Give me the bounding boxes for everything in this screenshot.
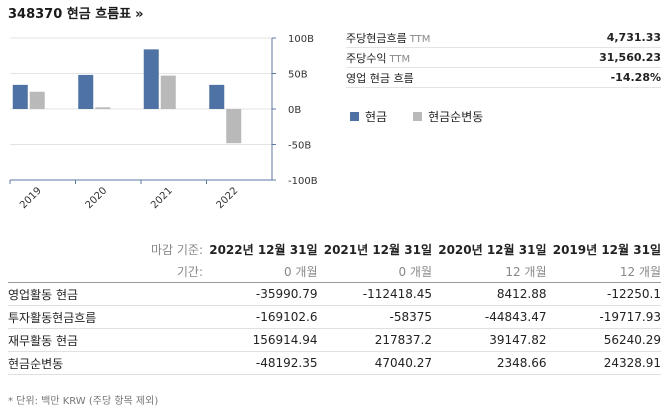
y-tick-label: 100B: [288, 34, 314, 45]
stat-label: 주당수익 TTM: [346, 50, 410, 66]
stat-value: 4,731.33: [606, 31, 661, 44]
period-row: 기간: 0 개월 0 개월 12 개월 12 개월: [8, 260, 661, 283]
column-header: 2021년 12월 31일: [323, 242, 432, 257]
stat-label-text: 주당수익: [346, 51, 387, 65]
bar-cash: [12, 84, 28, 109]
stat-label-text: 주당현금흐름: [346, 31, 407, 45]
stat-row-operating-cash-flow: 영업 현금 흐름 -14.28%: [346, 68, 661, 88]
chart-legend: 현금 현금순변동: [350, 108, 509, 125]
column-header: 2020년 12월 31일: [438, 242, 547, 257]
legend-item-net-change: 현금순변동: [413, 108, 483, 125]
period-cell: 12 개월: [546, 260, 661, 283]
column-header: 2022년 12월 31일: [209, 242, 318, 257]
bar-cash: [209, 84, 225, 109]
x-tick-label: 2020: [84, 185, 110, 211]
header-label: 마감 기준:: [150, 242, 203, 257]
legend-swatch-cash: [350, 112, 359, 121]
table-cell: 47040.27: [317, 351, 432, 375]
page-title-text: 348370 현금 흐름표: [8, 7, 132, 22]
row-label: 재무활동 현금: [8, 328, 203, 352]
row-label: 영업활동 현금: [8, 282, 203, 306]
table-row: 영업활동 현금 -35990.79 -112418.45 8412.88 -12…: [8, 282, 661, 306]
bar-cash: [143, 49, 159, 109]
table-cell: 156914.94: [203, 328, 318, 352]
period-label: 기간:: [8, 260, 203, 283]
table-cell: 217837.2: [317, 328, 432, 352]
stat-value: -14.28%: [610, 71, 661, 84]
y-tick-label: 50B: [288, 70, 308, 81]
legend-item-cash: 현금: [350, 108, 387, 125]
table-cell: -58375: [317, 305, 432, 329]
stat-label: 주당현금흐름 TTM: [346, 30, 430, 46]
y-tick-label: -100B: [288, 176, 318, 187]
stat-value: 31,560.23: [599, 51, 661, 64]
cash-flow-chart: 100B 50B 0B -50B -100B 2019 2020 2021 2022: [0, 26, 340, 216]
y-tick-label: 0B: [288, 105, 301, 116]
table-row: 현금순변동 -48192.35 47040.27 2348.66 24328.9…: [8, 351, 661, 375]
legend-swatch-net-change: [413, 112, 423, 121]
period-cell: 12 개월: [432, 260, 547, 283]
x-tick-label: 2022: [215, 185, 241, 211]
bar-net-change: [160, 75, 176, 109]
table-header-row: 마감 기준: 2022년 12월 31일 2021년 12월 31일 2020년…: [8, 238, 661, 260]
table-cell: 39147.82: [432, 328, 547, 352]
x-tick-label: 2019: [18, 185, 44, 211]
stat-label: 영업 현금 흐름: [346, 70, 414, 86]
row-label: 투자활동현금흐름: [8, 305, 203, 329]
y-tick-label: -50B: [288, 141, 311, 152]
table-row: 재무활동 현금 156914.94 217837.2 39147.82 5624…: [8, 328, 661, 352]
table-cell: -169102.6: [203, 305, 318, 329]
bar-net-change: [95, 107, 111, 109]
x-tick-label: 2021: [149, 185, 175, 211]
table-cell: -12250.1: [546, 282, 661, 306]
cash-flow-table: 마감 기준: 2022년 12월 31일 2021년 12월 31일 2020년…: [8, 238, 661, 375]
footnote: * 단위: 백만 KRW (주당 항목 제외): [8, 396, 159, 407]
bar-cash: [78, 74, 94, 109]
data-table: 마감 기준: 2022년 12월 31일 2021년 12월 31일 2020년…: [8, 238, 661, 375]
legend-label: 현금: [365, 110, 388, 124]
stat-suffix: TTM: [389, 53, 411, 65]
table-cell: -35990.79: [203, 282, 318, 306]
table-cell: -112418.45: [317, 282, 432, 306]
stat-row-eps: 주당수익 TTM 31,560.23: [346, 48, 661, 68]
stats-panel: 주당현금흐름 TTM 4,731.33 주당수익 TTM 31,560.23 영업 …: [346, 28, 661, 88]
chevron-right-icon[interactable]: »: [135, 7, 144, 22]
legend-label: 현금순변동: [428, 110, 484, 124]
row-label: 현금순변동: [8, 351, 203, 375]
chart-svg: 100B 50B 0B -50B -100B 2019 2020 2021 2022: [9, 34, 318, 211]
bar-net-change: [226, 109, 242, 144]
period-cell: 0 개월: [317, 260, 432, 283]
table-cell: -44843.47: [432, 305, 547, 329]
table-cell: 8412.88: [432, 282, 547, 306]
table-cell: 2348.66: [432, 351, 547, 375]
table-cell: 56240.29: [546, 328, 661, 352]
stat-suffix: TTM: [409, 33, 431, 45]
table-cell: -19717.93: [546, 305, 661, 329]
table-cell: -48192.35: [203, 351, 318, 375]
table-row: 투자활동현금흐름 -169102.6 -58375 -44843.47 -197…: [8, 305, 661, 329]
stat-row-cash-per-share: 주당현금흐름 TTM 4,731.33: [346, 28, 661, 48]
bar-net-change: [29, 91, 45, 109]
period-cell: 0 개월: [203, 260, 318, 283]
page-title[interactable]: 348370 현금 흐름표»: [8, 3, 144, 22]
stat-label-text: 영업 현금 흐름: [346, 71, 414, 85]
table-cell: 24328.91: [546, 351, 661, 375]
column-header: 2019년 12월 31일: [552, 242, 661, 257]
